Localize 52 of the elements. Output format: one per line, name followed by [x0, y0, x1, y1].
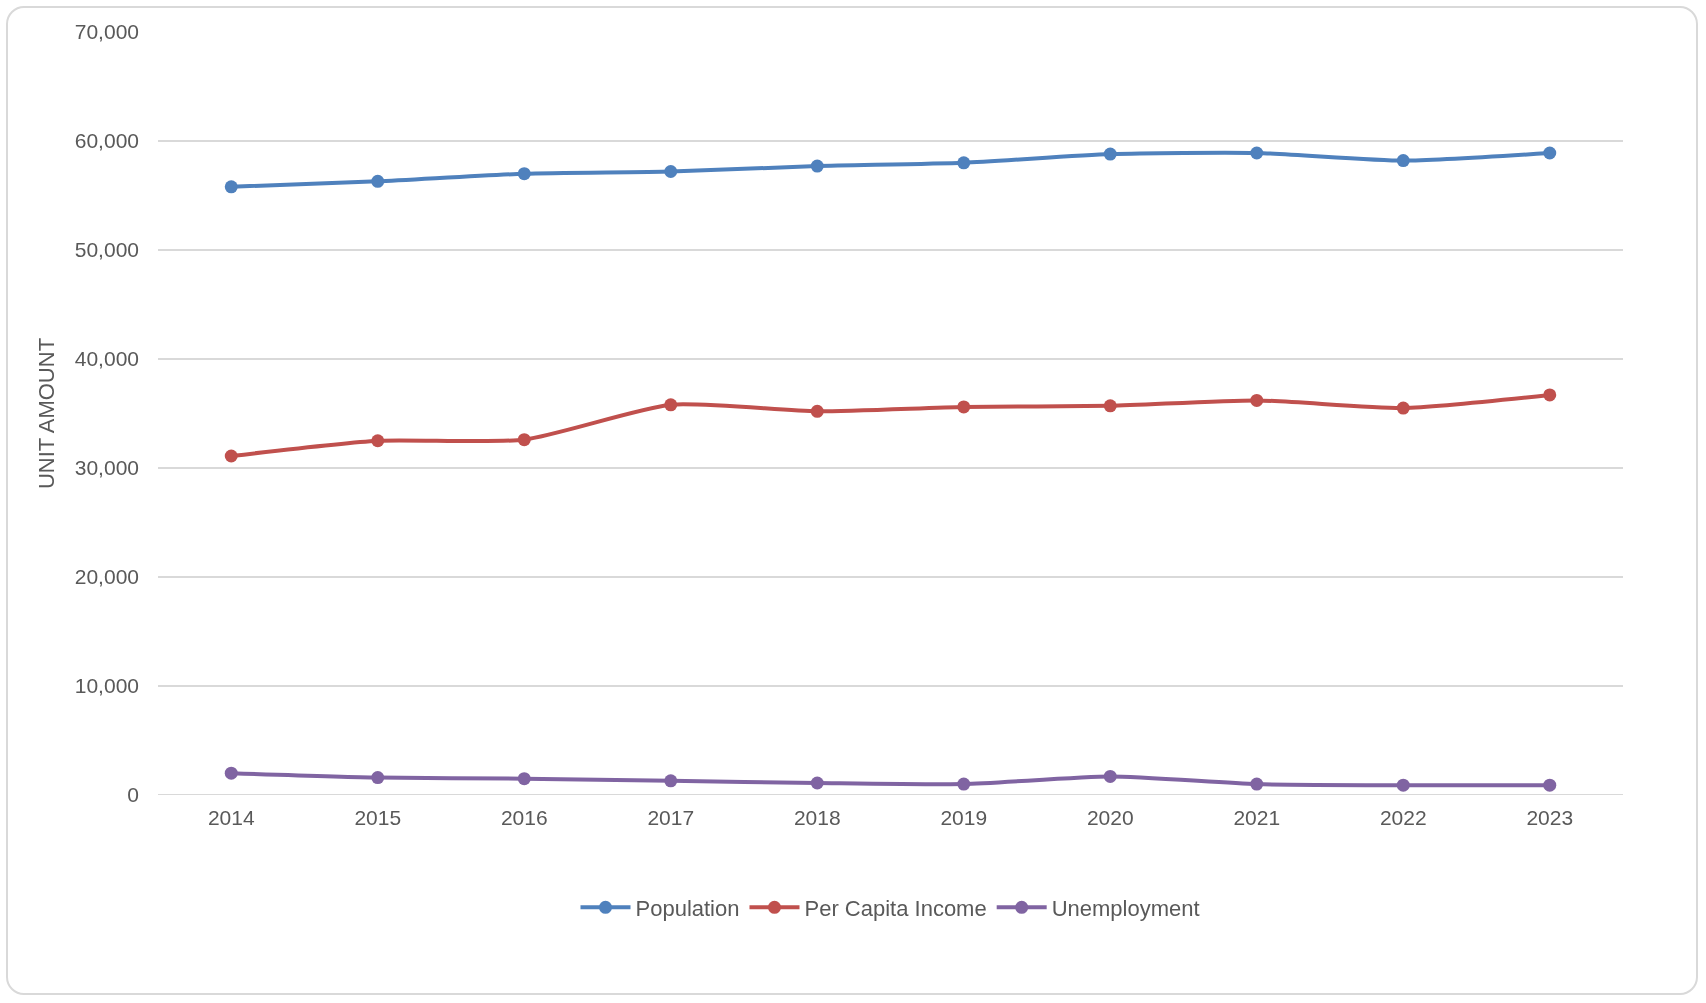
point [517, 433, 531, 447]
point [810, 159, 824, 173]
point [224, 766, 238, 780]
point [957, 777, 971, 791]
y-tick-label: 40,000 [74, 347, 139, 371]
x-tick-label: 2021 [1233, 806, 1281, 829]
point [1250, 777, 1264, 791]
point [371, 434, 385, 448]
point [957, 156, 971, 170]
point [517, 167, 531, 181]
x-tick-label: 2022 [1379, 806, 1427, 829]
x-tick-label: 2014 [207, 806, 255, 829]
y-tick-label: 0 [127, 783, 139, 807]
point [1396, 401, 1410, 415]
point [1543, 778, 1557, 792]
x-tick-label: 2017 [647, 806, 695, 829]
point [371, 771, 385, 785]
point [1543, 388, 1557, 402]
y-tick-label: 60,000 [74, 129, 139, 153]
point [517, 772, 531, 786]
point [1543, 146, 1557, 160]
legend-label: Population [635, 895, 740, 921]
point [1396, 154, 1410, 168]
point [664, 774, 678, 788]
point [957, 400, 971, 414]
y-axis-title: UNIT AMOUNT [33, 337, 59, 490]
point [224, 449, 238, 463]
x-tick-label: 2019 [940, 806, 988, 829]
point [664, 165, 678, 179]
y-tick-label: 10,000 [74, 674, 139, 698]
point [810, 404, 824, 418]
x-tick-label: 2015 [354, 806, 402, 829]
x-tick-label: 2016 [500, 806, 548, 829]
legend-label: Per Capita Income [804, 895, 987, 921]
point [664, 398, 678, 412]
point [371, 174, 385, 188]
point [1250, 393, 1264, 407]
point [1103, 147, 1117, 161]
point [1250, 146, 1264, 160]
y-tick-label: 30,000 [74, 456, 139, 480]
point [1103, 399, 1117, 413]
point [810, 776, 824, 790]
point [1396, 778, 1410, 792]
y-tick-label: 70,000 [74, 20, 139, 44]
y-tick-label: 20,000 [74, 565, 139, 589]
y-tick-label: 50,000 [74, 238, 139, 262]
point [1103, 769, 1117, 783]
point [224, 180, 238, 194]
x-tick-label: 2018 [793, 806, 841, 829]
x-tick-label: 2020 [1086, 806, 1134, 829]
x-tick-label: 2023 [1526, 806, 1574, 829]
legend-label: Unemployment [1051, 895, 1200, 921]
